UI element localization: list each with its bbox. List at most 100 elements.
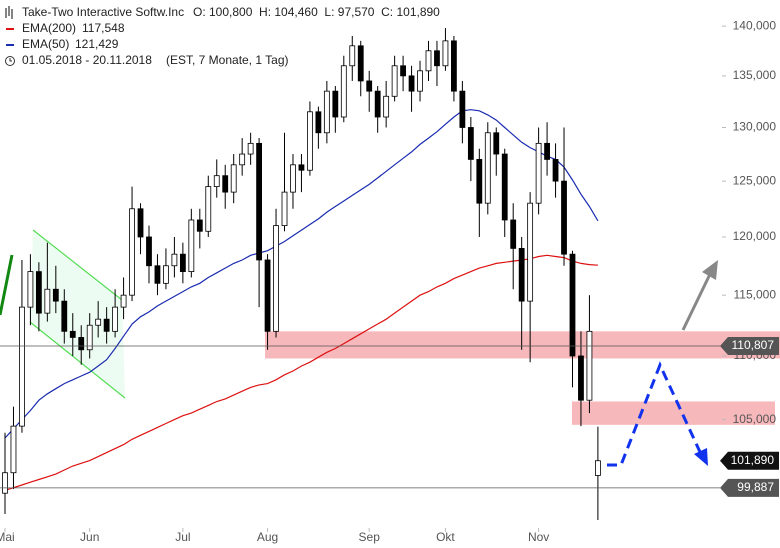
candle-body [442, 40, 449, 67]
last-price-box [720, 451, 779, 470]
clock-icon [5, 56, 15, 66]
candle-body [561, 180, 567, 255]
candle-body [27, 271, 34, 308]
candle-body [281, 191, 288, 227]
candle-body [146, 236, 152, 267]
indicator-lines [4, 109, 599, 491]
zone [265, 331, 780, 359]
zone [572, 401, 775, 425]
candle-body [425, 50, 432, 72]
candle-body [69, 330, 76, 338]
y-tick-label: 105,000 [733, 412, 777, 426]
candle-body [112, 306, 119, 332]
x-tick-label: Mai [0, 530, 15, 544]
candle-body [307, 111, 313, 171]
candle-body [535, 142, 542, 204]
candle-body [501, 153, 508, 221]
candle-body [222, 175, 229, 193]
x-tick-label: Jun [80, 530, 99, 544]
candle-body [35, 271, 42, 314]
icon [5, 6, 13, 19]
candle-body [61, 300, 68, 332]
x-tick-label: Sep [359, 530, 381, 544]
y-tick-label: 120,000 [733, 229, 777, 243]
candle-body [120, 294, 127, 308]
candle-body [95, 318, 102, 326]
y-tick-label: 140,000 [733, 18, 777, 32]
candle-body [595, 460, 601, 476]
last-price-label: 101,890 [731, 453, 775, 467]
candle-body [19, 306, 25, 427]
candle-body [332, 90, 339, 118]
candle-body [264, 259, 271, 332]
x-tick-label: Aug [257, 530, 278, 544]
candle-body [349, 45, 356, 67]
y-tick-label: 130,000 [733, 120, 777, 134]
candle-body [467, 127, 474, 160]
ema-line [4, 109, 599, 439]
candle-body [256, 142, 263, 261]
arrow-head [702, 260, 718, 280]
legend-value: 121,429 [75, 37, 119, 51]
reference-lines: 110,807 99,887 101,890 [0, 336, 779, 497]
candle-body [476, 159, 483, 204]
candle-body [290, 164, 296, 193]
candle-body [374, 90, 381, 118]
period: 01.05.2018 - 20.11.2018 [22, 53, 152, 67]
x-tick-label: Nov [528, 530, 549, 544]
candle-body [2, 472, 8, 494]
quote: O: 100,800 H: 104,460 L: 97,570 C: 101,8… [193, 5, 440, 19]
candles [2, 28, 601, 520]
candle-body [569, 253, 576, 357]
candle-body [171, 253, 178, 267]
candle-body [340, 65, 347, 118]
legend-label: EMA(200) [22, 21, 76, 35]
candle-body [586, 330, 593, 401]
candle-body [129, 208, 135, 296]
y-tick-label: 125,000 [733, 173, 777, 187]
candle-body [484, 132, 491, 204]
price-label: 110,807 [732, 338, 775, 352]
candle-body [391, 65, 398, 97]
trend-arrow [0, 254, 14, 316]
candle-body [239, 153, 246, 166]
y-tick-label: 110,000 [734, 348, 777, 362]
candle-body [247, 142, 254, 155]
candle-body [103, 318, 110, 332]
candle-body [205, 186, 212, 232]
candle-body [273, 225, 279, 332]
candle-body [78, 337, 85, 351]
candle-body [459, 90, 466, 128]
axis: 105,000 110,000 115,000 120,000 125,000 130,0… [0, 18, 776, 544]
price-label: 99,887 [737, 480, 774, 494]
candle-body [552, 159, 559, 182]
legend-value: 117,548 [82, 21, 125, 35]
price-label-box [720, 336, 779, 355]
candle-body [230, 164, 237, 193]
clock-icon [9, 58, 12, 62]
candle-body [417, 70, 423, 92]
candle-body [434, 50, 440, 67]
candle-body [518, 248, 525, 302]
zones [265, 331, 780, 425]
projection-arrow [681, 269, 714, 331]
candle-body [10, 425, 17, 474]
candle-body [196, 219, 203, 232]
ema-line [4, 254, 598, 491]
price-label-box [720, 478, 779, 497]
candle-body [323, 90, 330, 134]
candle-body [315, 111, 322, 134]
candle-body [408, 75, 415, 92]
x-tick-label: Okt [436, 530, 455, 544]
channel-line [32, 229, 123, 301]
candle-body [52, 288, 59, 302]
candle-body [213, 175, 220, 188]
projection-arrow [607, 361, 702, 467]
candle-body [400, 65, 406, 77]
candle-body [86, 324, 93, 351]
channel-fill [30, 230, 125, 398]
candle-body [527, 202, 534, 302]
candle-body [544, 142, 550, 160]
candle-body [188, 219, 195, 272]
